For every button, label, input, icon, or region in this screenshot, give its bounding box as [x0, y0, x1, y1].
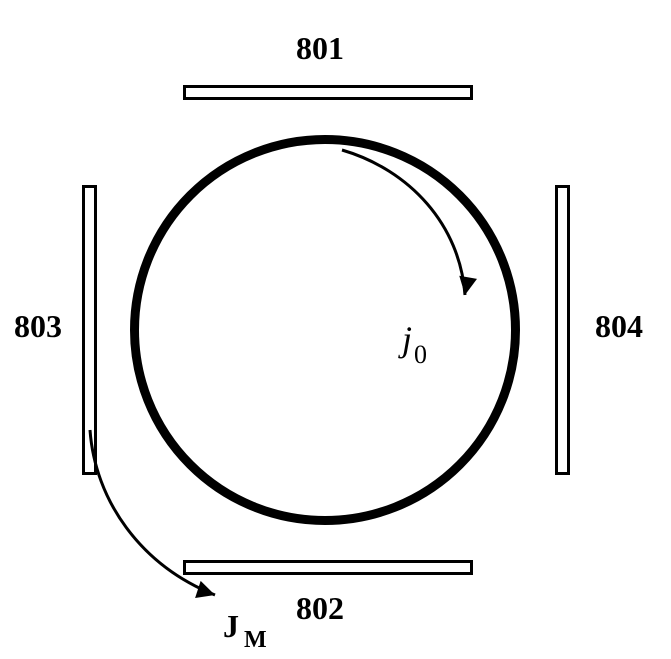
outer-arrow: [0, 0, 671, 659]
outer-arrow-path: [90, 430, 215, 595]
outer-arrow-head: [195, 581, 215, 598]
diagram-stage: 801 802 803 804 j0 JM: [0, 0, 671, 659]
